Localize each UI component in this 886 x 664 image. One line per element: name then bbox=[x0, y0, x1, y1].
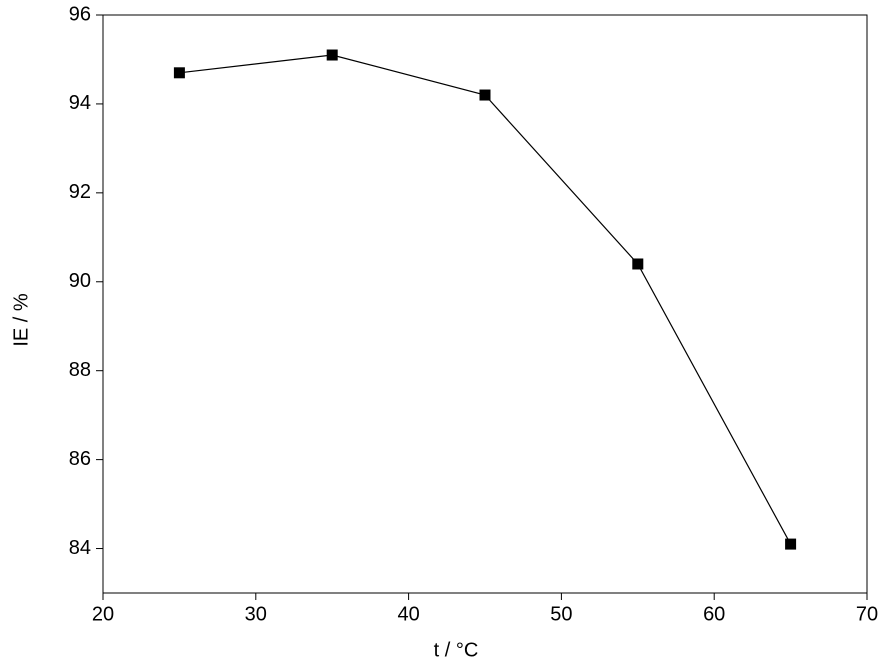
marker bbox=[785, 538, 797, 550]
x-tick-label: 20 bbox=[92, 603, 114, 625]
y-tick-label: 88 bbox=[69, 359, 91, 381]
y-tick-label: 92 bbox=[69, 181, 91, 203]
y-tick-label: 94 bbox=[69, 92, 91, 114]
marker bbox=[632, 258, 644, 270]
x-tick-label: 50 bbox=[550, 603, 572, 625]
y-tick-label: 86 bbox=[69, 448, 91, 470]
x-tick-label: 30 bbox=[245, 603, 267, 625]
plot-frame bbox=[102, 14, 868, 594]
line bbox=[179, 54, 792, 545]
x-axis-label: t / °C bbox=[434, 639, 479, 661]
y-tick-label: 96 bbox=[69, 3, 91, 25]
y-axis-label: IE / % bbox=[10, 293, 32, 347]
marker bbox=[326, 49, 338, 61]
x-tick-label: 40 bbox=[397, 603, 419, 625]
y-tick-label: 84 bbox=[69, 537, 91, 559]
x-tick-label: 70 bbox=[856, 603, 878, 625]
marker bbox=[173, 67, 185, 79]
marker bbox=[479, 89, 491, 101]
y-tick-label: 90 bbox=[69, 270, 91, 292]
x-tick-label: 60 bbox=[703, 603, 725, 625]
